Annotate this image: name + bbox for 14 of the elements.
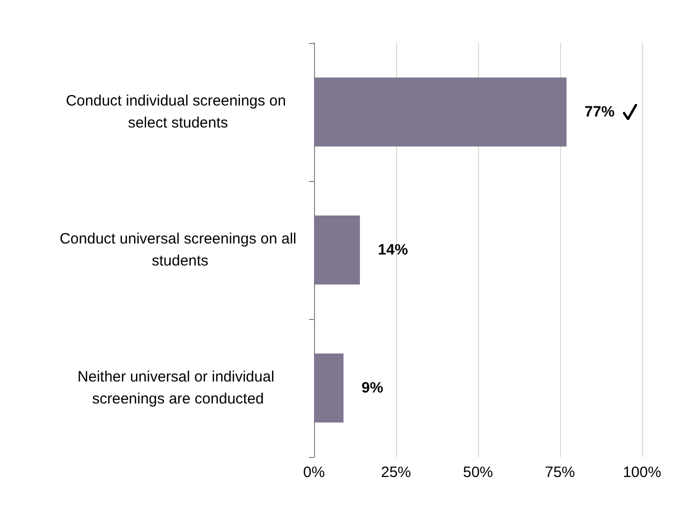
bar	[314, 216, 360, 284]
data-label: 14%	[378, 242, 408, 258]
y-tick-label: Conduct individual screenings on select students	[66, 92, 290, 132]
x-tick-label: 75%	[544, 464, 576, 481]
y-tick-label: Conduct universal screenings on all students	[60, 230, 296, 270]
bar	[314, 354, 344, 422]
data-label: 9%	[362, 380, 384, 396]
bar	[314, 78, 567, 146]
data-label: 77%	[584, 104, 615, 120]
x-tick-label: 25%	[380, 464, 412, 481]
y-tick-label: Neither universal or individual screenings are conducted	[78, 368, 278, 408]
x-tick-label: 50%	[462, 464, 494, 481]
x-tick-label: 100%	[622, 464, 662, 481]
x-tick-label: 0%	[303, 464, 325, 481]
